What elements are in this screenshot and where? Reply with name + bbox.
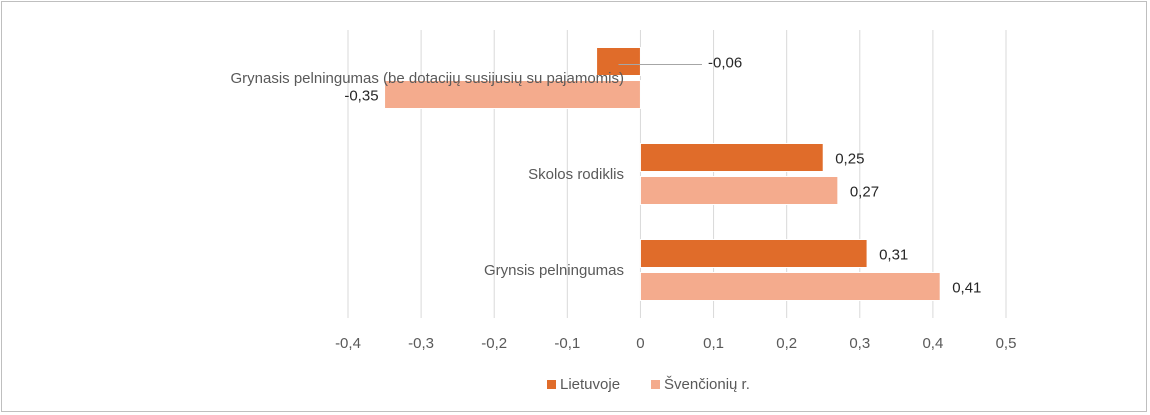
category-label: Grynasis pelningumas (be dotacijų susiju… (230, 70, 624, 87)
bars (384, 47, 941, 301)
gridlines (347, 30, 1007, 318)
x-tick-label: -0,4 (335, 335, 361, 352)
x-tick-label: 0,3 (849, 335, 870, 352)
bar-svencioniu (639, 176, 839, 205)
x-tick-label: -0,3 (408, 335, 434, 352)
x-tick-label: 0,4 (922, 335, 943, 352)
data-label: -0,06 (708, 55, 742, 72)
legend: Lietuvoje Švenčionių r. (547, 376, 750, 393)
bar-svencioniu (384, 80, 641, 109)
x-tick-label: -0,2 (481, 335, 507, 352)
x-tick-label: 0,5 (996, 335, 1017, 352)
data-label: 0,41 (952, 280, 981, 297)
x-tick-label: 0,1 (703, 335, 724, 352)
data-label: 0,31 (879, 247, 908, 264)
legend-label: Švenčionių r. (664, 376, 750, 393)
data-labels: 0,31 0,41 0,25 0,27 -0,06 -0,35 (344, 55, 981, 297)
legend-label: Lietuvoje (560, 376, 620, 393)
x-tick-label: 0 (636, 335, 644, 352)
bar-lietuvoje (639, 143, 824, 172)
data-label: 0,27 (850, 184, 879, 201)
category-label: Skolos rodiklis (528, 166, 624, 183)
x-tick-label: -0,1 (554, 335, 580, 352)
legend-swatch-svencioniu (651, 380, 660, 389)
category-label: Grynsis pelningumas (484, 262, 624, 279)
data-label: 0,25 (835, 151, 864, 168)
bar-lietuvoje (596, 47, 641, 76)
legend-swatch-lietuvoje (547, 380, 556, 389)
bar-lietuvoje (639, 239, 868, 268)
bar-svencioniu (639, 272, 941, 301)
data-label: -0,35 (344, 88, 378, 105)
x-tick-label: 0,2 (776, 335, 797, 352)
axis-labels: -0,4 -0,3 -0,2 -0,1 0 0,1 0,2 0,3 0,4 0,5 Grynsis … (230, 70, 1016, 352)
